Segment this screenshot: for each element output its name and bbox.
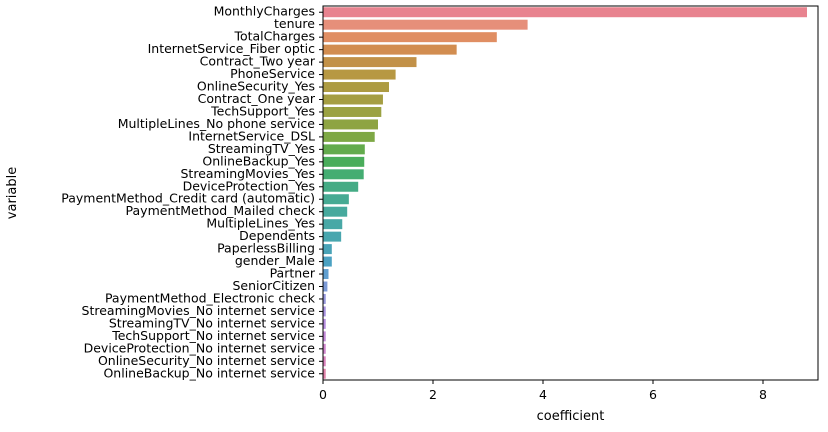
y-tick-label: DeviceProtection_Yes — [183, 178, 315, 193]
x-tick-label: 8 — [759, 387, 767, 402]
y-tick-label: PaymentMethod_Mailed check — [126, 203, 316, 218]
y-axis-label: variable — [5, 167, 20, 219]
bar — [323, 169, 364, 180]
y-tick-label: Contract_Two year — [200, 54, 316, 69]
bar — [323, 219, 343, 230]
bar — [323, 231, 342, 242]
bar — [323, 343, 326, 354]
plot-frame — [322, 5, 819, 381]
x-tick-label: 0 — [319, 387, 327, 402]
bar — [323, 32, 497, 43]
bars-group — [323, 7, 807, 379]
bar — [323, 119, 378, 130]
bar — [323, 69, 396, 80]
bar — [323, 206, 348, 217]
y-tick-label: Partner — [270, 266, 316, 281]
y-tick-label: PaymentMethod_Electronic check — [105, 290, 316, 305]
y-tick-label: gender_Male — [235, 253, 315, 268]
bar — [323, 244, 332, 255]
bar — [323, 106, 382, 117]
bar — [323, 293, 326, 304]
y-tick-label: PhoneService — [230, 66, 315, 81]
y-tick-label: OnlineSecurity_No internet service — [98, 353, 315, 368]
y-tick-label: TechSupport_No internet service — [111, 328, 315, 343]
bar — [323, 281, 328, 292]
y-tick-label: SeniorCitizen — [232, 278, 315, 293]
y-tick-label: OnlineBackup_No internet service — [103, 365, 315, 380]
y-tick-label: TotalCharges — [233, 29, 315, 44]
bar — [323, 19, 528, 30]
y-tick-label: tenure — [274, 16, 315, 31]
y-tick-label: MonthlyCharges — [214, 4, 315, 19]
bar — [323, 181, 359, 192]
bar — [323, 256, 332, 267]
y-tick-label: Dependents — [239, 228, 315, 243]
bar — [323, 131, 375, 142]
x-ticks: 0 2 4 6 8 — [319, 380, 767, 402]
x-tick-label: 4 — [539, 387, 547, 402]
y-tick-label: Contract_One year — [198, 91, 316, 106]
bar — [323, 57, 417, 68]
bar — [323, 306, 326, 317]
bar — [323, 94, 383, 105]
x-tick-label: 6 — [649, 387, 657, 402]
bar — [323, 194, 349, 205]
y-tick-label: StreamingTV_No internet service — [109, 315, 315, 330]
y-tick-label: StreamingTV_Yes — [208, 141, 315, 156]
bar — [323, 7, 807, 18]
bar — [323, 156, 365, 167]
bar — [323, 356, 326, 367]
bar — [323, 368, 326, 379]
bar — [323, 144, 365, 155]
bar — [323, 269, 329, 280]
y-tick-label: StreamingMovies_No internet service — [82, 303, 316, 318]
bar — [323, 82, 389, 93]
y-tick-label: StreamingMovies_Yes — [181, 166, 316, 181]
y-tick-label: MultipleLines_No phone service — [118, 116, 316, 131]
y-tick-label: OnlineBackup_Yes — [202, 153, 315, 168]
bar — [323, 318, 326, 329]
bar — [323, 44, 457, 55]
y-tick-label: InternetService_DSL — [188, 128, 315, 143]
y-tick-label: MultipleLines_Yes — [206, 216, 315, 231]
y-tick-label: InternetService_Fiber optic — [148, 41, 316, 56]
y-tick-label: PaymentMethod_Credit card (automatic) — [61, 191, 315, 206]
y-tick-label: PaperlessBilling — [217, 241, 315, 256]
x-tick-label: 2 — [429, 387, 437, 402]
y-tick-labels: MonthlyChargestenureTotalChargesInternet… — [61, 4, 323, 380]
y-tick-label: DeviceProtection_No internet service — [84, 340, 316, 355]
x-axis-label: coefficient — [537, 409, 605, 424]
y-tick-label: OnlineSecurity_Yes — [197, 79, 315, 94]
y-tick-label: TechSupport_Yes — [210, 103, 315, 118]
bar — [323, 331, 326, 342]
